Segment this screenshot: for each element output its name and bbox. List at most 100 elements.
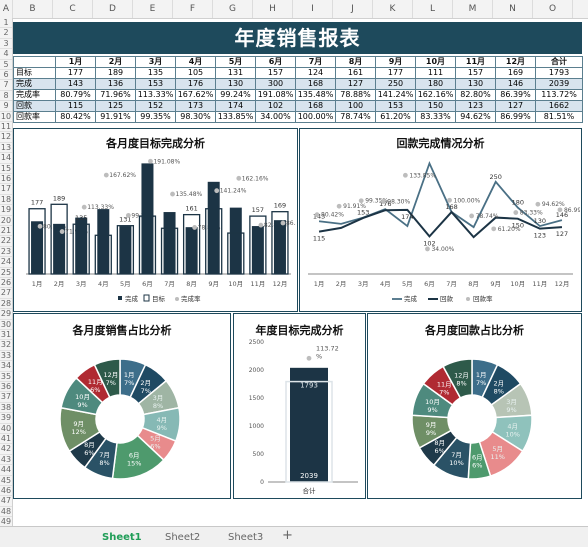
row-header-43[interactable]: 43 <box>0 454 12 466</box>
table-cell[interactable]: 125 <box>95 100 136 112</box>
table-cell[interactable]: 143 <box>55 78 96 90</box>
table-cell[interactable]: 123 <box>455 100 496 112</box>
table-cell[interactable]: 100 <box>335 100 376 112</box>
column-header-M[interactable]: M <box>453 0 493 18</box>
table-header-cell[interactable]: 10月 <box>415 56 456 68</box>
row-header-22[interactable]: 22 <box>0 236 12 247</box>
table-row-label[interactable]: 完成率 <box>13 89 56 101</box>
table-header-cell[interactable]: 9月 <box>375 56 416 68</box>
table-header-cell[interactable]: 1月 <box>55 56 96 68</box>
table-cell[interactable]: 78.74% <box>335 111 376 123</box>
table-cell[interactable]: 153 <box>375 100 416 112</box>
row-header-39[interactable]: 39 <box>0 413 12 424</box>
table-cell[interactable]: 131 <box>215 67 256 79</box>
table-cell[interactable]: 168 <box>295 100 336 112</box>
table-cell[interactable]: 71.96% <box>95 89 136 101</box>
row-header-35[interactable]: 35 <box>0 371 12 382</box>
table-header-cell[interactable] <box>13 56 56 68</box>
row-header-13[interactable]: 13 <box>0 142 12 154</box>
row-header-6[interactable]: 6 <box>0 70 12 81</box>
table-header-cell[interactable]: 7月 <box>295 56 336 68</box>
column-header-G[interactable]: G <box>213 0 253 18</box>
row-header-8[interactable]: 8 <box>0 90 12 102</box>
row-header-19[interactable]: 19 <box>0 205 12 216</box>
row-header-45[interactable]: 45 <box>0 475 12 486</box>
table-cell[interactable]: 102 <box>255 100 296 112</box>
row-header-40[interactable]: 40 <box>0 423 12 434</box>
table-cell[interactable]: 150 <box>415 100 456 112</box>
row-header-25[interactable]: 25 <box>0 267 12 278</box>
table-cell[interactable]: 168 <box>295 78 336 90</box>
table-cell[interactable]: 176 <box>175 78 216 90</box>
table-cell[interactable]: 94.62% <box>455 111 496 123</box>
row-header-16[interactable]: 16 <box>0 174 12 185</box>
row-header-44[interactable]: 44 <box>0 465 12 476</box>
table-cell[interactable]: 83.33% <box>415 111 456 123</box>
table-cell[interactable]: 61.20% <box>375 111 416 123</box>
table-row-label[interactable]: 回款 <box>13 100 56 112</box>
table-cell[interactable]: 91.91% <box>95 111 136 123</box>
table-cell[interactable]: 130 <box>215 78 256 90</box>
row-header-34[interactable]: 34 <box>0 361 12 372</box>
table-cell[interactable]: 130 <box>455 78 496 90</box>
table-cell[interactable]: 100.00% <box>295 111 336 123</box>
row-header-24[interactable]: 24 <box>0 257 12 268</box>
table-cell[interactable]: 86.39% <box>495 89 536 101</box>
table-cell[interactable]: 135.48% <box>295 89 336 101</box>
table-row-label[interactable]: 回款率 <box>13 111 56 123</box>
table-cell[interactable]: 177 <box>375 67 416 79</box>
row-header-32[interactable]: 32 <box>0 340 12 351</box>
tab-sheet3[interactable]: Sheet3 <box>228 532 264 543</box>
table-cell[interactable]: 300 <box>255 78 296 90</box>
table-cell[interactable]: 115 <box>55 100 96 112</box>
table-header-cell[interactable]: 合计 <box>535 56 583 68</box>
table-header-cell[interactable]: 12月 <box>495 56 536 68</box>
table-cell[interactable]: 174 <box>215 100 256 112</box>
table-cell[interactable]: 162.16% <box>415 89 456 101</box>
column-header-N[interactable]: N <box>493 0 533 18</box>
row-header-26[interactable]: 26 <box>0 278 12 289</box>
table-cell[interactable]: 153 <box>135 78 176 90</box>
table-cell[interactable]: 157 <box>255 67 296 79</box>
row-header-37[interactable]: 37 <box>0 392 12 403</box>
table-cell[interactable]: 105 <box>175 67 216 79</box>
column-header-D[interactable]: D <box>93 0 133 18</box>
row-header-18[interactable]: 18 <box>0 194 12 206</box>
table-cell[interactable]: 113.72% <box>535 89 583 101</box>
table-cell[interactable]: 82.80% <box>455 89 496 101</box>
table-cell[interactable]: 127 <box>495 100 536 112</box>
table-header-cell[interactable]: 11月 <box>455 56 496 68</box>
table-cell[interactable]: 99.24% <box>215 89 256 101</box>
table-cell[interactable]: 169 <box>495 67 536 79</box>
row-header-11[interactable]: 11 <box>0 122 12 133</box>
row-header-15[interactable]: 15 <box>0 163 12 174</box>
row-header-12[interactable]: 12 <box>0 132 12 143</box>
table-cell[interactable]: 81.51% <box>535 111 583 123</box>
row-header-1[interactable]: 1 <box>0 18 12 29</box>
column-header-J[interactable]: J <box>333 0 373 18</box>
table-cell[interactable]: 250 <box>375 78 416 90</box>
table-cell[interactable]: 1793 <box>535 67 583 79</box>
table-cell[interactable]: 78.88% <box>335 89 376 101</box>
row-header-27[interactable]: 27 <box>0 288 12 299</box>
row-header-9[interactable]: 9 <box>0 101 12 112</box>
row-header-21[interactable]: 21 <box>0 226 12 237</box>
table-header-cell[interactable]: 2月 <box>95 56 136 68</box>
row-header-17[interactable]: 17 <box>0 184 12 195</box>
table-cell[interactable]: 157 <box>455 67 496 79</box>
table-cell[interactable]: 135 <box>135 67 176 79</box>
table-cell[interactable]: 173 <box>175 100 216 112</box>
table-cell[interactable]: 124 <box>295 67 336 79</box>
table-header-cell[interactable]: 8月 <box>335 56 376 68</box>
row-header-23[interactable]: 23 <box>0 246 12 258</box>
row-header-38[interactable]: 38 <box>0 402 12 414</box>
row-header-10[interactable]: 10 <box>0 111 12 122</box>
row-header-7[interactable]: 7 <box>0 80 12 91</box>
row-header-4[interactable]: 4 <box>0 49 12 60</box>
column-header-F[interactable]: F <box>173 0 213 18</box>
column-header-I[interactable]: I <box>293 0 333 18</box>
table-row-label[interactable]: 完成 <box>13 78 56 90</box>
column-header-E[interactable]: E <box>133 0 173 18</box>
table-cell[interactable]: 146 <box>495 78 536 90</box>
table-cell[interactable]: 167.62% <box>175 89 216 101</box>
